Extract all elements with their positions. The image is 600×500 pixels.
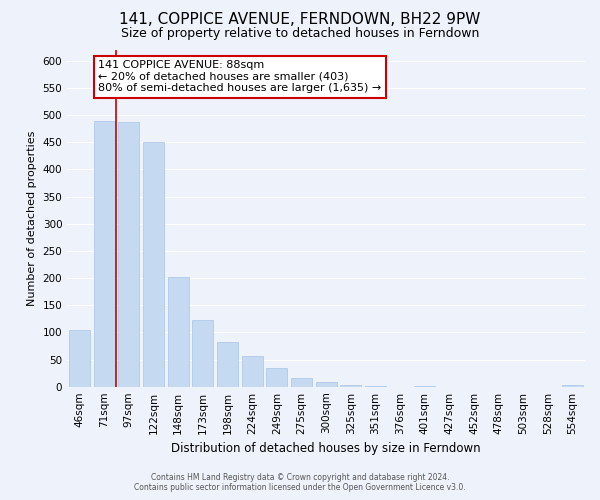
Bar bbox=[94, 120, 115, 386]
Bar bbox=[69, 330, 90, 386]
Text: 141 COPPICE AVENUE: 88sqm
← 20% of detached houses are smaller (403)
80% of semi: 141 COPPICE AVENUE: 88sqm ← 20% of detac… bbox=[98, 60, 382, 94]
Bar bbox=[340, 385, 361, 386]
Bar bbox=[143, 142, 164, 386]
Bar bbox=[562, 384, 583, 386]
Bar bbox=[266, 368, 287, 386]
Bar bbox=[193, 320, 213, 386]
Bar bbox=[217, 342, 238, 386]
Y-axis label: Number of detached properties: Number of detached properties bbox=[27, 130, 37, 306]
Text: 141, COPPICE AVENUE, FERNDOWN, BH22 9PW: 141, COPPICE AVENUE, FERNDOWN, BH22 9PW bbox=[119, 12, 481, 28]
Bar bbox=[118, 122, 139, 386]
Bar bbox=[242, 356, 263, 386]
Bar bbox=[291, 378, 312, 386]
Bar bbox=[316, 382, 337, 386]
X-axis label: Distribution of detached houses by size in Ferndown: Distribution of detached houses by size … bbox=[171, 442, 481, 455]
Bar bbox=[167, 277, 188, 386]
Text: Size of property relative to detached houses in Ferndown: Size of property relative to detached ho… bbox=[121, 28, 479, 40]
Text: Contains HM Land Registry data © Crown copyright and database right 2024.
Contai: Contains HM Land Registry data © Crown c… bbox=[134, 473, 466, 492]
